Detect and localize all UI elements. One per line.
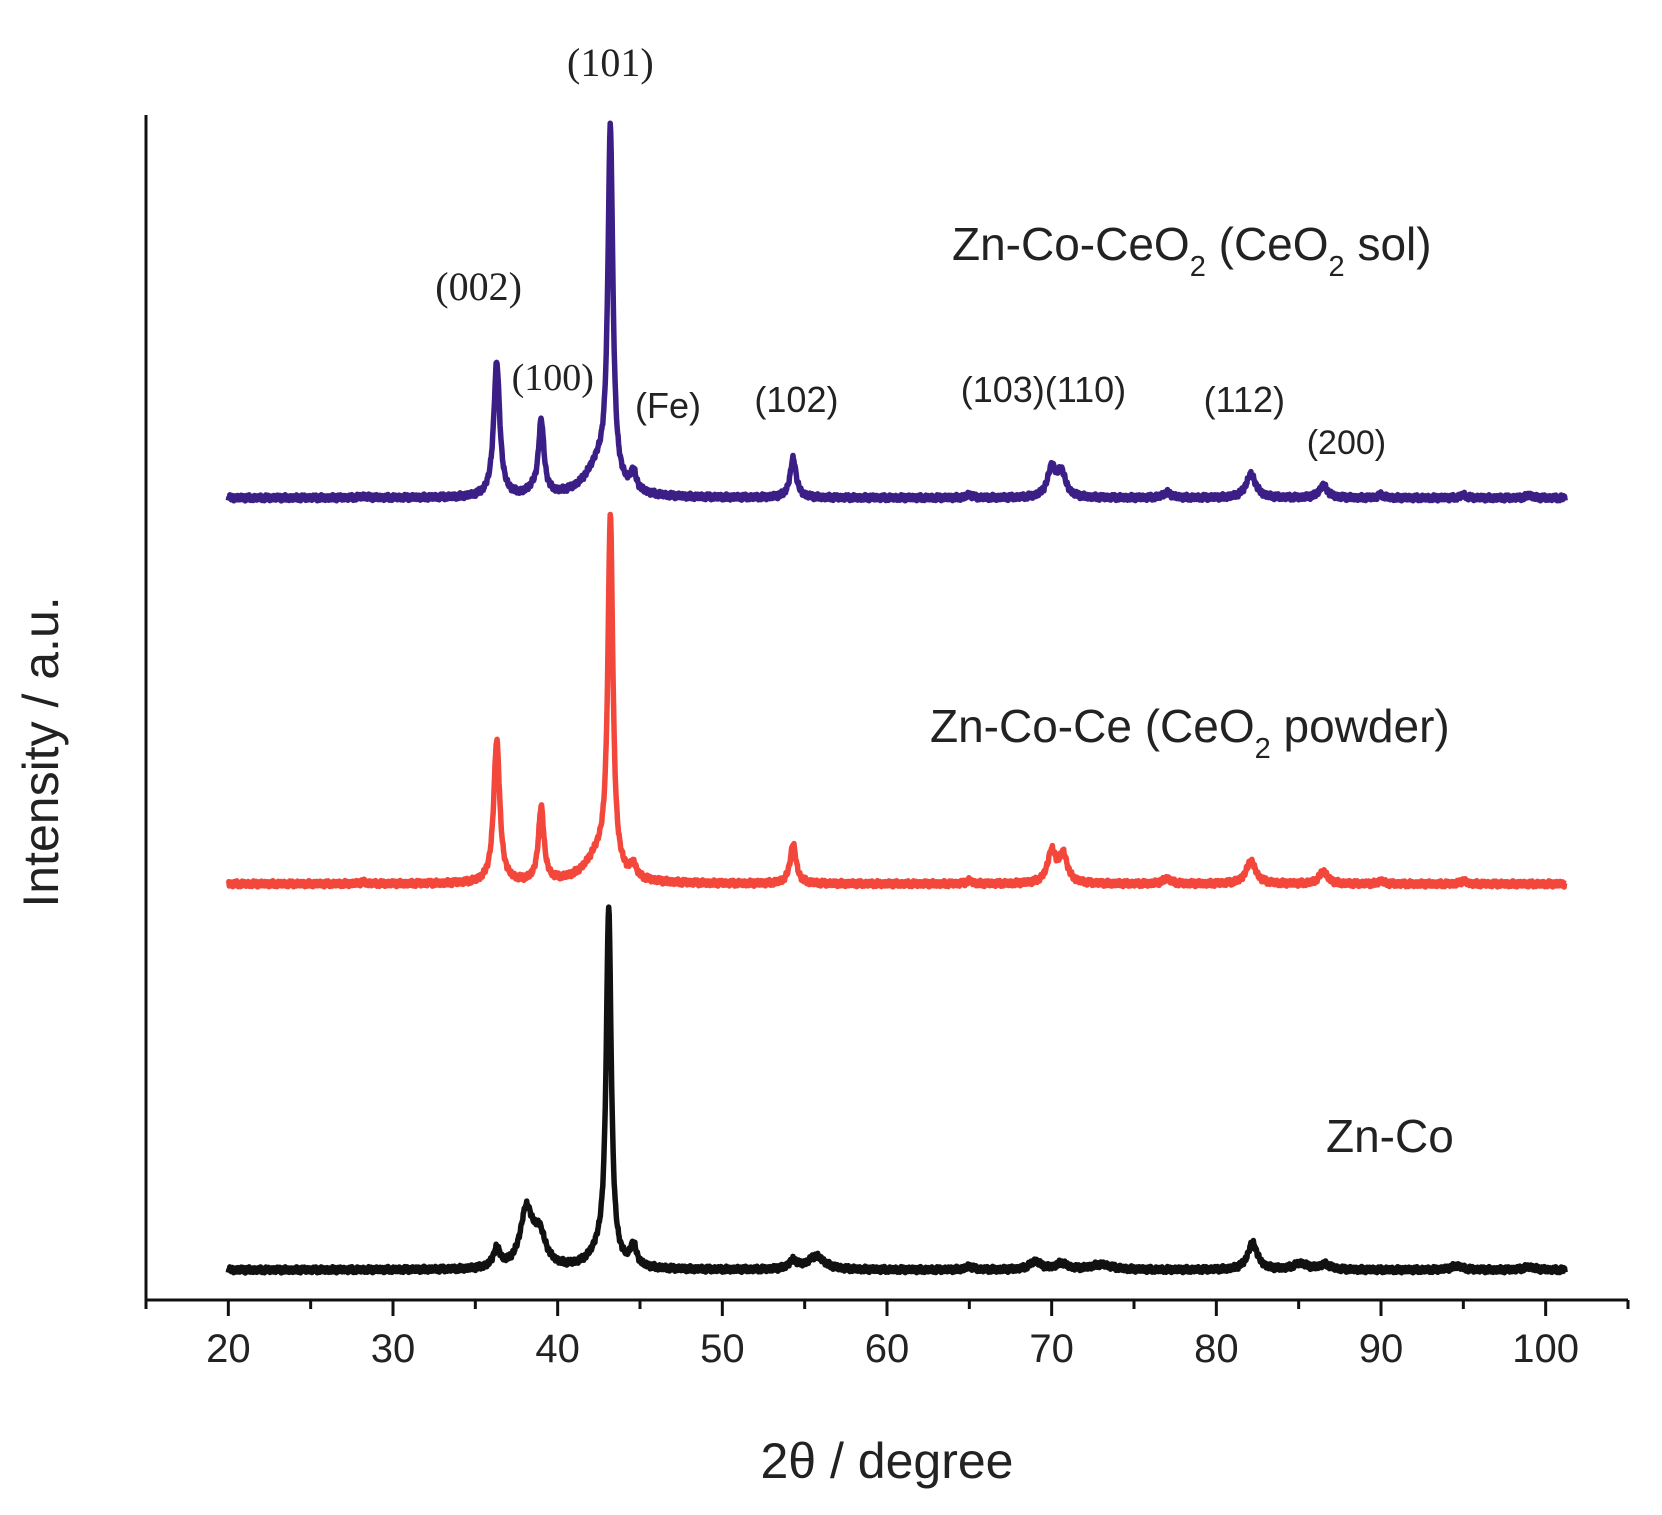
series-label-1: Zn-Co-CeO2 (CeO2 sol) (952, 218, 1432, 283)
peak-annotation: (112) (1204, 379, 1285, 420)
x-tick-label: 20 (206, 1327, 251, 1371)
peak-annotation: (103)(110) (961, 369, 1126, 410)
peak-annotation: (200) (1307, 424, 1386, 462)
x-tick-label: 60 (865, 1327, 910, 1371)
y-axis-label: Intensity / a.u. (13, 596, 69, 907)
series-label-3: Zn-Co (1326, 1110, 1454, 1162)
x-tick-label: 50 (700, 1327, 745, 1371)
peak-annotation: (101) (567, 40, 654, 85)
x-tick-label: 70 (1029, 1327, 1074, 1371)
peak-annotation: (002) (435, 264, 522, 309)
peak-annotation: (100) (512, 357, 594, 399)
series-line-2 (225, 511, 1568, 890)
x-tick-label: 40 (535, 1327, 580, 1371)
peak-annotation: (102) (754, 379, 838, 420)
axes-layer: 20 30 40 50 60 70 80 90 100 2θ / degree Intensity … (13, 115, 1630, 1489)
series-line-1 (225, 120, 1568, 504)
peak-annotation: (Fe) (635, 385, 701, 426)
x-axis-label: 2θ / degree (761, 1433, 1014, 1489)
series-label-2: Zn-Co-Ce (CeO2 powder) (930, 700, 1450, 765)
x-tick-label: 30 (371, 1327, 416, 1371)
x-tick-label: 100 (1512, 1327, 1579, 1371)
x-tick-label: 80 (1194, 1327, 1239, 1371)
x-tick-label: 90 (1359, 1327, 1404, 1371)
series-line-3 (225, 904, 1568, 1276)
series-layer (225, 120, 1568, 1276)
label-layer: Zn-Co-CeO2 (CeO2 sol) Zn-Co-Ce (CeO2 powd… (435, 40, 1454, 1162)
